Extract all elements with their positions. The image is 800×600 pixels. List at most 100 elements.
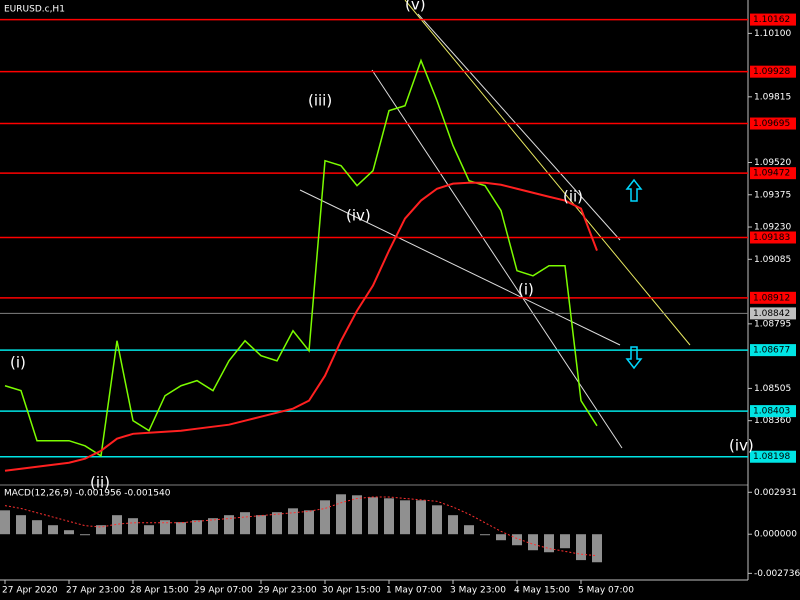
histogram-bar [192, 520, 202, 535]
y-tick-label: 1.09375 [754, 190, 791, 200]
wave-label: (iv) [346, 207, 371, 225]
level-label-box [750, 450, 796, 463]
x-tick-label: 4 May 15:00 [514, 586, 570, 596]
y-tick-label: 0.002931 [754, 488, 797, 498]
signal-line [4, 496, 598, 557]
histogram-bar [576, 534, 586, 561]
y-tick-label: 1.09085 [754, 255, 791, 265]
y-tick-label: 1.08505 [754, 384, 791, 394]
histogram-bar [16, 515, 26, 535]
level-label-box [750, 344, 796, 357]
histogram-bar [544, 534, 554, 553]
wave-label: (ii) [563, 188, 583, 206]
histogram-bar [400, 500, 410, 535]
y-tick-label: 0.000000 [754, 530, 797, 540]
histogram-bar [304, 510, 314, 535]
histogram-bar [240, 512, 250, 535]
level-label: 1.10162 [753, 15, 790, 25]
x-tick-label: 27 Apr 2020 [2, 586, 58, 596]
histogram-bar [176, 522, 186, 535]
series-line [4, 181, 598, 472]
y-tick-label: -0.002736 [754, 569, 800, 579]
histogram-bar [272, 512, 282, 535]
y-tick-label: 1.08795 [754, 319, 791, 329]
level-label-box [750, 291, 796, 304]
histogram-bar [160, 520, 170, 535]
x-tick-label: 29 Apr 07:00 [194, 586, 253, 596]
level-label-box [750, 405, 796, 418]
y-tick-label: 1.09520 [754, 158, 791, 168]
wave-label: (i) [10, 354, 26, 372]
histogram-bar [48, 525, 58, 535]
level-label: 1.08912 [753, 293, 790, 303]
x-tick-label: 5 May 07:00 [578, 586, 634, 596]
wave-label: (iii) [308, 92, 332, 110]
histogram-bar [32, 520, 42, 535]
histogram-bar [256, 515, 266, 535]
x-tick-label: 30 Apr 15:00 [322, 586, 381, 596]
current-price-label: 1.08842 [753, 309, 790, 319]
histogram-bar [512, 534, 522, 546]
x-tick-label: 28 Apr 15:00 [130, 586, 189, 596]
x-tick-label: 27 Apr 23:00 [66, 586, 125, 596]
histogram-bar [592, 534, 602, 563]
channel-line [371, 69, 623, 449]
histogram-bar [464, 525, 474, 535]
x-tick-label: 1 May 07:00 [386, 586, 442, 596]
histogram-bar [288, 508, 298, 535]
y-tick-label: 1.08360 [754, 416, 791, 426]
histogram-bar [432, 505, 442, 535]
current-price-box [750, 307, 796, 320]
arrows [625, 178, 643, 370]
level-label: 1.08198 [753, 452, 790, 462]
histogram-bar [64, 530, 74, 535]
y-tick-label: 1.09815 [754, 92, 791, 102]
wave-label: (ii) [90, 474, 110, 492]
x-tick-label: 29 Apr 23:00 [258, 586, 317, 596]
histogram-bar [224, 515, 234, 535]
y-tick-label: 1.09230 [754, 223, 791, 233]
wave-label: (i) [518, 281, 534, 299]
level-label: 1.08677 [753, 346, 790, 356]
histogram-bar [416, 500, 426, 535]
wave-label: (v) [405, 0, 426, 14]
histogram-bar [496, 534, 506, 541]
histogram-bar [384, 498, 394, 535]
histogram-bar [480, 534, 490, 536]
series-line [4, 58, 598, 458]
histogram-bar [112, 515, 122, 535]
histogram-bar [208, 518, 218, 535]
level-label-box [750, 13, 796, 26]
histogram-bar [336, 494, 346, 535]
channel-line [417, 13, 621, 241]
x-tick-label: 3 May 23:00 [450, 586, 506, 596]
histogram-bar [320, 500, 330, 535]
level-label: 1.08403 [753, 407, 790, 417]
level-label: 1.09695 [753, 119, 790, 129]
wave-label: (iv) [729, 437, 754, 455]
level-label-box [750, 231, 796, 244]
histogram-bar [448, 515, 458, 535]
level-label-box [750, 65, 796, 78]
histogram-bar [96, 525, 106, 535]
level-label-box [750, 167, 796, 180]
level-label: 1.09183 [753, 233, 790, 243]
down-arrow [625, 346, 643, 370]
histogram-bar [560, 534, 570, 549]
level-label: 1.09472 [753, 169, 790, 179]
histogram-bar [352, 495, 362, 535]
symbol-title: EURUSD.c,H1 [4, 5, 65, 15]
channel-line [299, 189, 621, 346]
histogram-bar [128, 518, 138, 535]
y-tick-label: 1.10100 [754, 29, 791, 39]
histogram-bar [144, 525, 154, 535]
histogram-bar [0, 510, 10, 535]
macd-title: MACD(12,26,9) -0.001956 -0.001540 [4, 489, 171, 499]
level-label: 1.09928 [753, 67, 790, 77]
histogram-bar [528, 534, 538, 551]
up-arrow [625, 178, 643, 202]
histogram-bar [80, 534, 90, 536]
level-label-box [750, 117, 796, 130]
